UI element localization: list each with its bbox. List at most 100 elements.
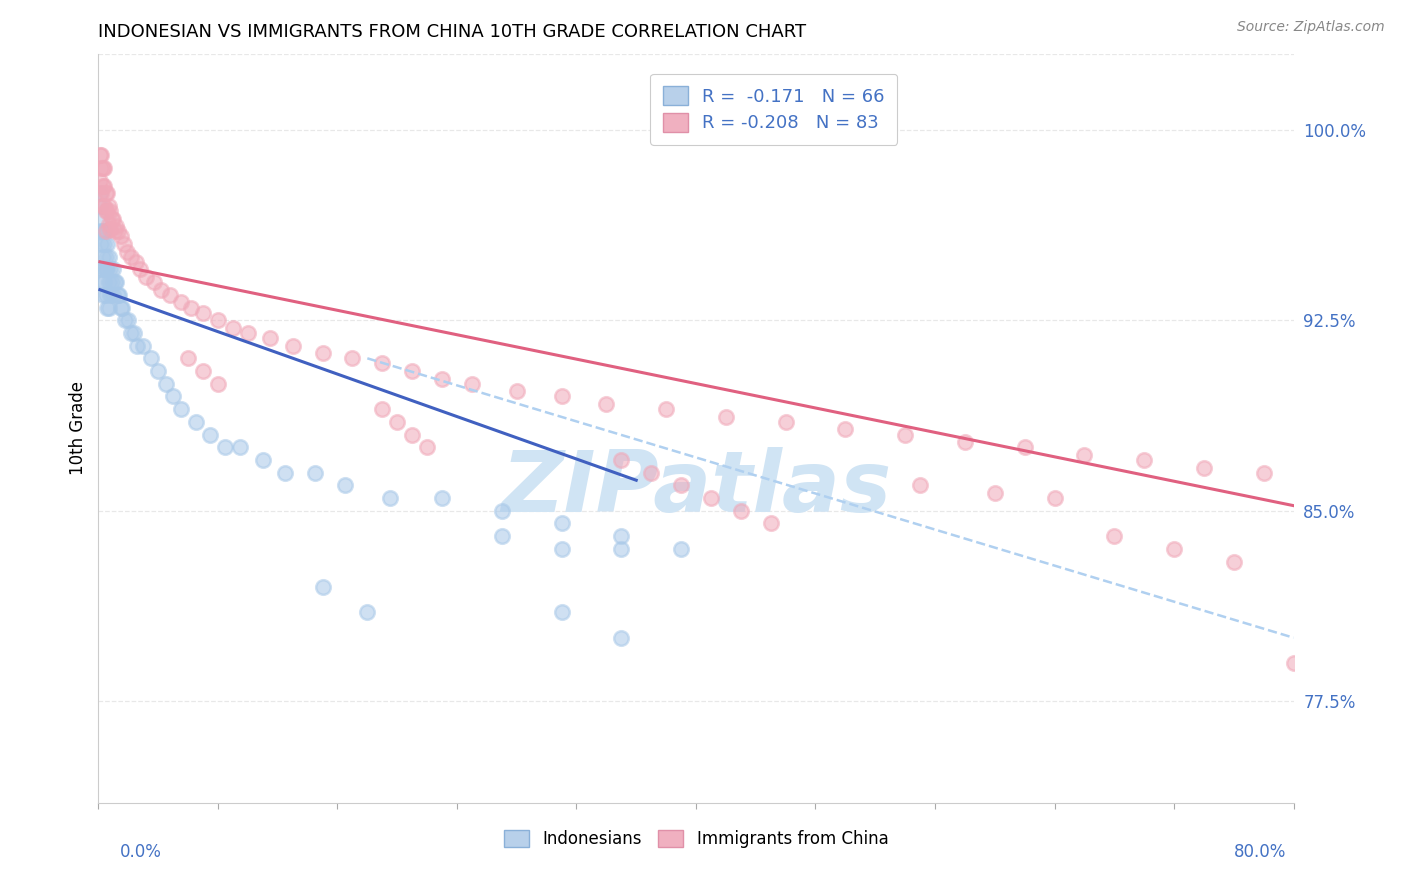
Point [430, 371, 453, 385]
Point [132, 338, 155, 352]
Point [91, 275, 114, 289]
Point [610, 529, 633, 543]
Point [94, 250, 117, 264]
Point [333, 478, 356, 492]
Point [101, 211, 124, 226]
Point [91, 288, 114, 302]
Point [1133, 453, 1156, 467]
Point [1253, 466, 1275, 480]
Point [129, 262, 152, 277]
Point [96, 262, 118, 277]
Point [162, 389, 184, 403]
Point [159, 288, 181, 302]
Text: ZIPatlas: ZIPatlas [501, 447, 891, 530]
Point [90, 148, 112, 162]
Point [252, 453, 274, 467]
Point [94, 224, 117, 238]
Point [93, 224, 115, 238]
Point [91, 224, 114, 238]
Point [103, 211, 125, 226]
Point [655, 402, 678, 417]
Point [91, 199, 114, 213]
Point [640, 466, 662, 480]
Point [155, 376, 177, 391]
Point [105, 275, 128, 289]
Point [120, 250, 142, 264]
Point [96, 186, 118, 201]
Point [150, 283, 173, 297]
Point [94, 186, 117, 201]
Point [124, 326, 146, 340]
Point [953, 435, 976, 450]
Point [669, 541, 692, 556]
Point [506, 384, 529, 399]
Point [101, 275, 124, 289]
Point [104, 275, 127, 289]
Point [91, 250, 114, 264]
Point [1104, 529, 1126, 543]
Point [97, 275, 120, 289]
Point [94, 288, 117, 302]
Point [714, 409, 737, 424]
Point [96, 237, 118, 252]
Point [401, 427, 423, 442]
Point [117, 313, 139, 327]
Point [222, 321, 245, 335]
Point [120, 326, 142, 340]
Point [430, 491, 453, 505]
Point [200, 427, 222, 442]
Point [184, 415, 207, 429]
Point [115, 244, 138, 259]
Point [148, 364, 170, 378]
Point [1014, 440, 1036, 454]
Point [93, 161, 115, 175]
Point [191, 364, 214, 378]
Point [610, 631, 633, 645]
Point [110, 301, 132, 315]
Point [94, 204, 117, 219]
Point [191, 305, 214, 319]
Point [103, 262, 125, 277]
Text: Source: ZipAtlas.com: Source: ZipAtlas.com [1237, 20, 1385, 34]
Point [169, 402, 191, 417]
Point [1073, 448, 1095, 462]
Point [311, 580, 333, 594]
Point [610, 541, 633, 556]
Point [127, 338, 149, 352]
Point [759, 516, 782, 531]
Point [378, 491, 401, 505]
Point [91, 161, 114, 175]
Point [98, 204, 122, 219]
Point [610, 453, 633, 467]
Point [385, 415, 409, 429]
Point [207, 313, 229, 327]
Point [491, 504, 513, 518]
Point [169, 295, 191, 310]
Point [356, 605, 378, 619]
Point [550, 389, 572, 403]
Point [90, 161, 112, 175]
Point [107, 224, 129, 238]
Point [103, 288, 125, 302]
Point [93, 262, 115, 277]
Point [1043, 491, 1066, 505]
Y-axis label: 10th Grade: 10th Grade [69, 381, 87, 475]
Point [401, 364, 423, 378]
Point [834, 422, 856, 436]
Point [550, 541, 572, 556]
Point [550, 516, 572, 531]
Point [139, 351, 162, 366]
Point [1282, 656, 1305, 670]
Point [89, 186, 111, 201]
Point [98, 221, 122, 235]
Point [93, 178, 115, 193]
Point [342, 351, 364, 366]
Point [90, 211, 112, 226]
Point [207, 376, 229, 391]
Point [595, 397, 617, 411]
Point [114, 313, 136, 327]
Point [669, 478, 692, 492]
Point [89, 199, 111, 213]
Point [104, 224, 127, 238]
Point [236, 326, 259, 340]
